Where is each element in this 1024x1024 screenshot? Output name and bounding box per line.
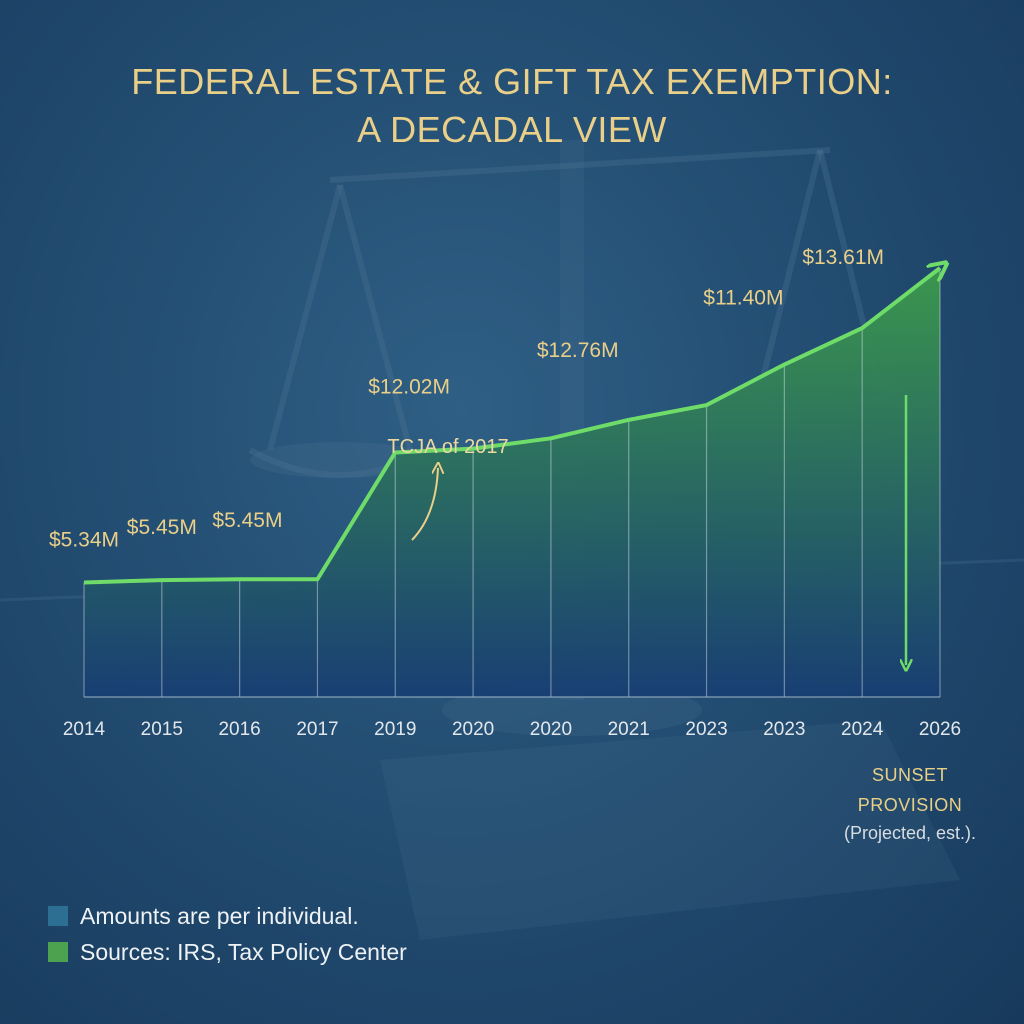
data-label: $5.34M xyxy=(49,528,119,551)
x-tick-label: 2017 xyxy=(296,719,338,740)
legend-swatch-blue xyxy=(48,906,68,926)
data-label: $5.45M xyxy=(127,516,197,539)
x-tick-label: 2016 xyxy=(218,719,260,740)
x-tick-label: 2023 xyxy=(685,719,727,740)
x-tick-label: 2024 xyxy=(841,719,884,740)
legend: Amounts are per individual. Sources: IRS… xyxy=(48,898,407,970)
data-label: $12.76M xyxy=(537,339,619,362)
x-tick-label: 2020 xyxy=(530,719,572,740)
series-line xyxy=(83,268,940,585)
data-label: $12.02M xyxy=(368,376,450,399)
x-tick-label: 2026 xyxy=(919,719,961,740)
data-label: $13.61M xyxy=(802,246,884,269)
x-tick-label: 2019 xyxy=(374,719,416,740)
chart-title: FEDERAL ESTATE & GIFT TAX EXEMPTION: A D… xyxy=(0,58,1024,154)
tcja-annotation: TCJA of 2017 xyxy=(387,436,508,458)
legend-label: Sources: IRS, Tax Policy Center xyxy=(80,938,407,965)
legend-item-sources: Sources: IRS, Tax Policy Center xyxy=(48,934,407,970)
title-line-1: FEDERAL ESTATE & GIFT TAX EXEMPTION: xyxy=(131,61,893,102)
data-label: $11.40M xyxy=(703,287,783,310)
title-line-2: A DECADAL VIEW xyxy=(357,109,667,150)
data-label: $5.45M xyxy=(212,509,282,532)
sunset-line-3: (Projected, est.). xyxy=(843,823,977,843)
sunset-line-2: PROVISION xyxy=(857,795,963,815)
x-tick-label: 2021 xyxy=(608,719,650,740)
legend-swatch-green xyxy=(48,942,68,962)
x-tick-label: 2023 xyxy=(763,719,805,740)
x-tick-label: 2015 xyxy=(141,719,183,740)
series-area xyxy=(84,268,940,697)
sunset-line-1: SUNSET xyxy=(871,765,948,785)
legend-item-per-individual: Amounts are per individual. xyxy=(48,898,407,934)
x-tick-label: 2020 xyxy=(452,719,494,740)
tcja-arrow-icon xyxy=(411,468,438,541)
legend-label: Amounts are per individual. xyxy=(80,902,359,929)
sunset-provision-annotation: SUNSET PROVISION (Projected, est.). xyxy=(820,760,1000,846)
x-tick-label: 2014 xyxy=(63,719,106,740)
